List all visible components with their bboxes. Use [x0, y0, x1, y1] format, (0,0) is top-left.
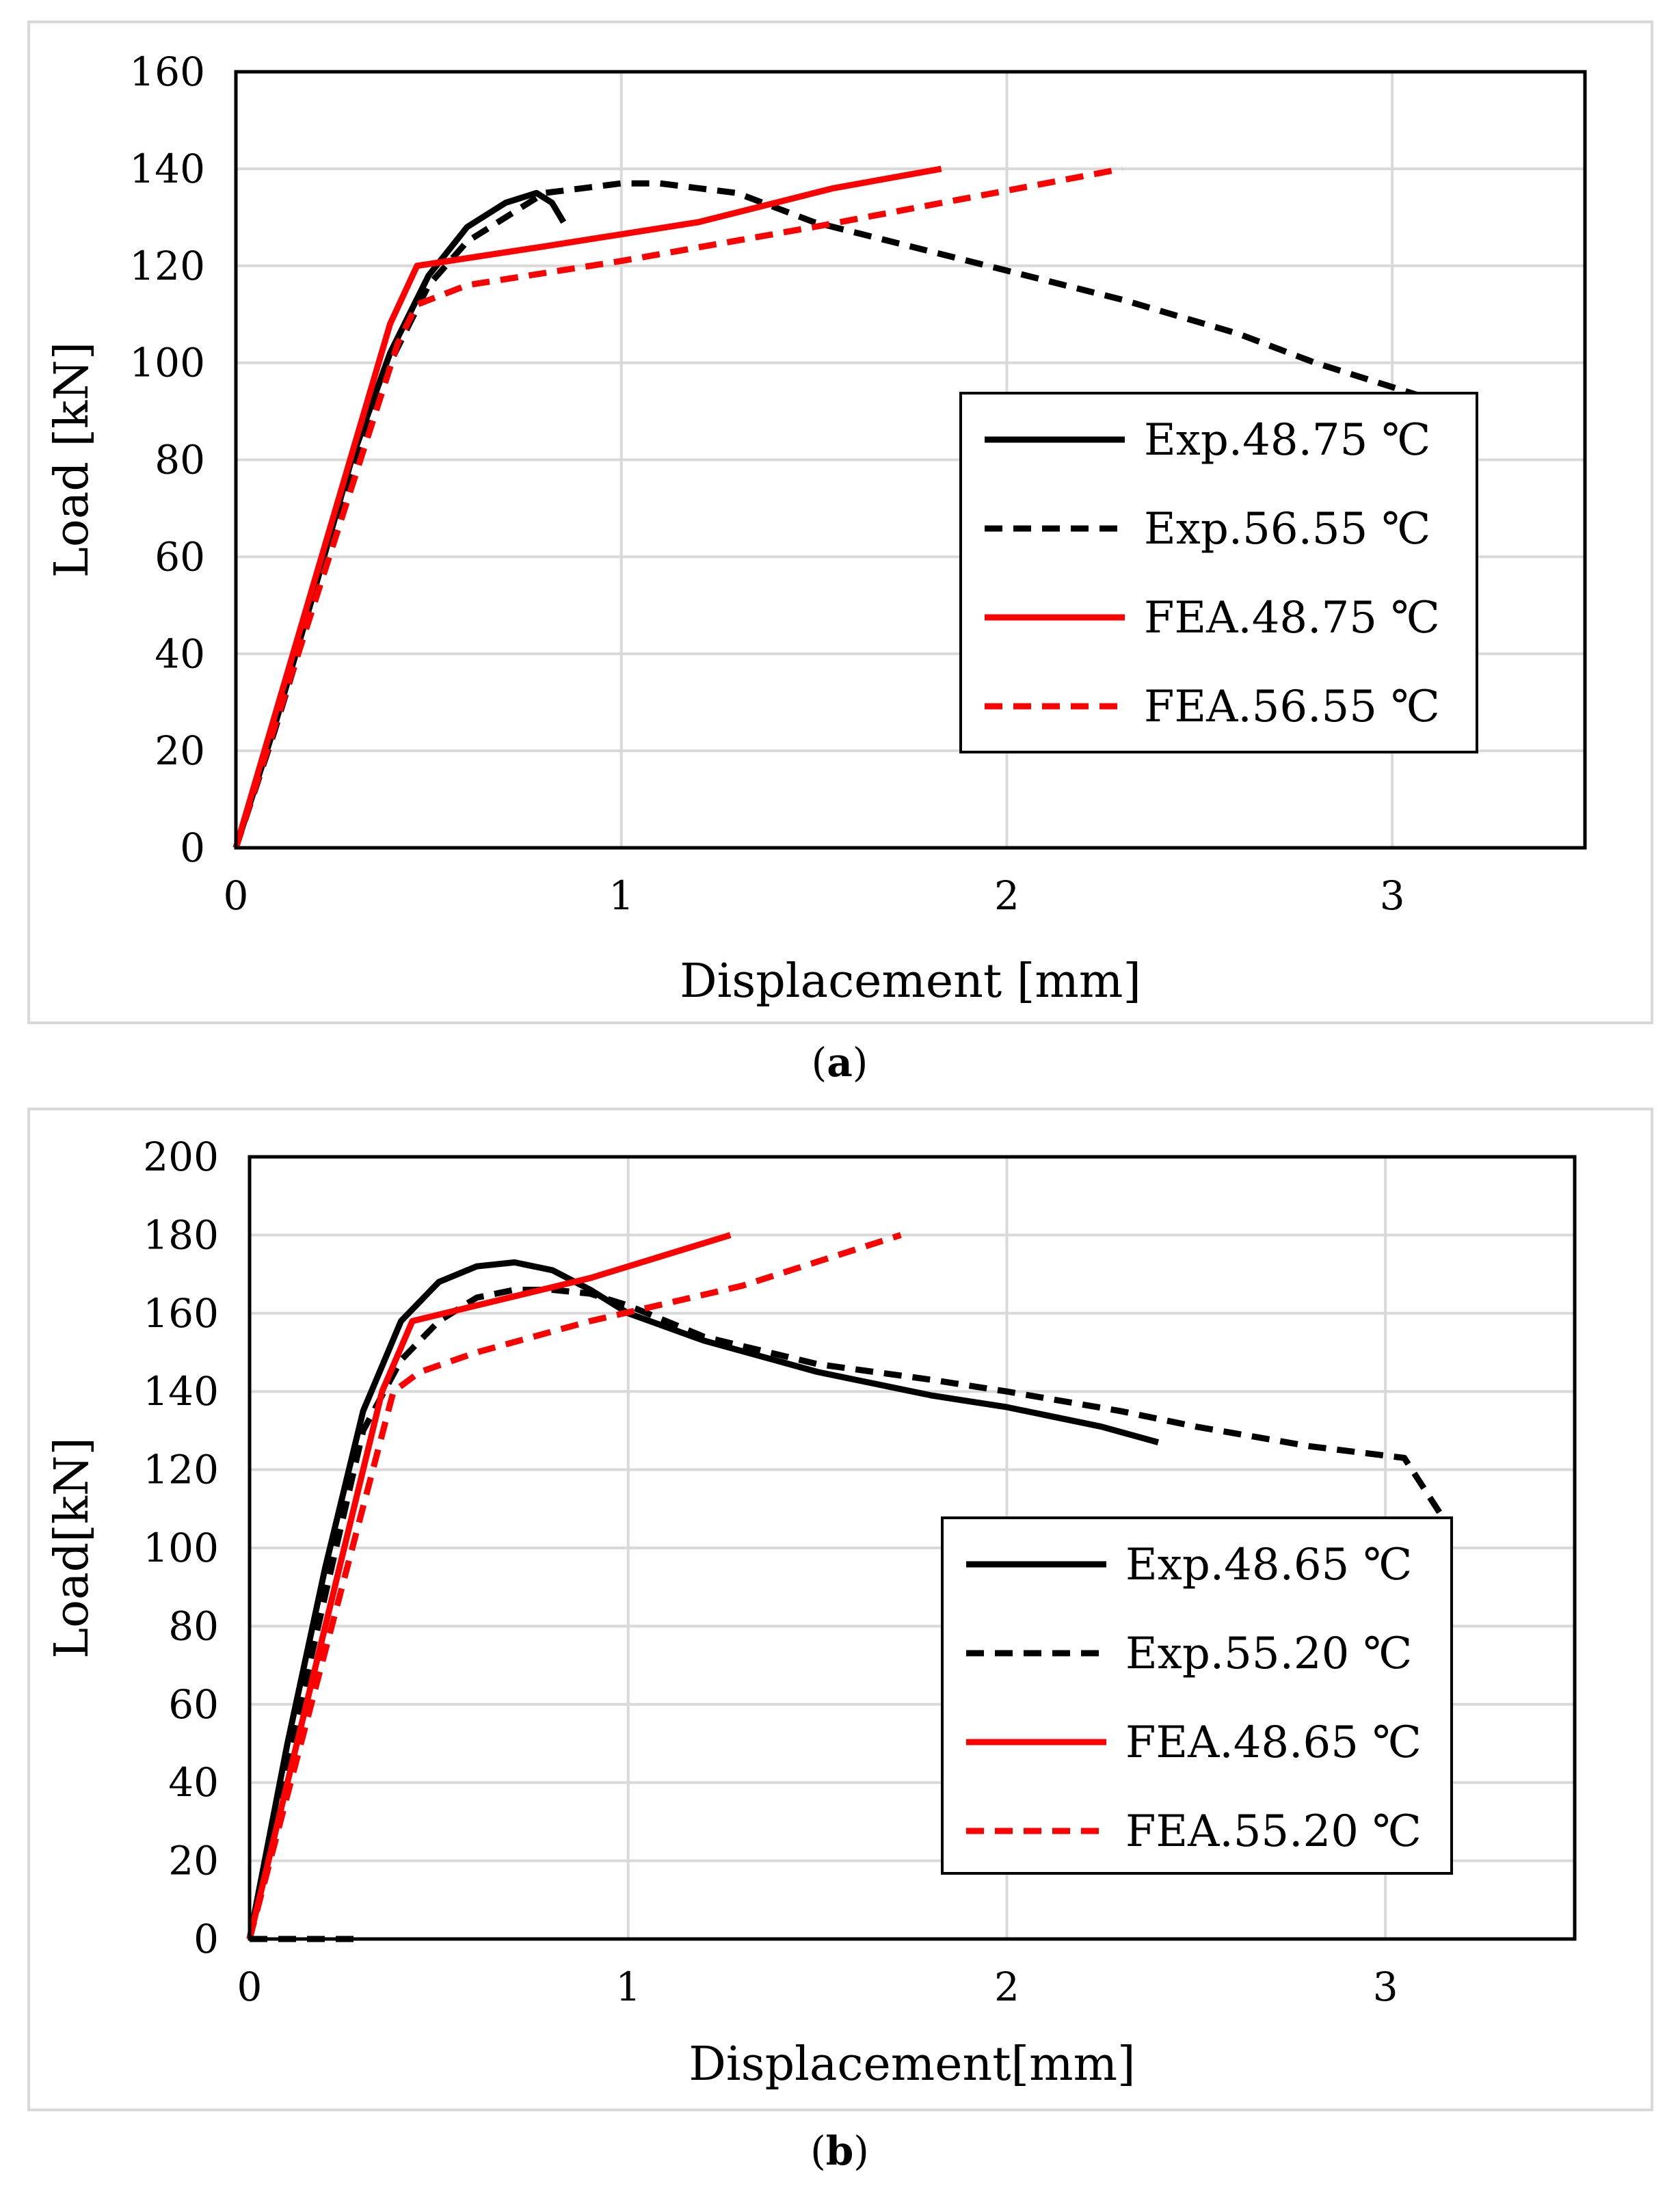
chart-a-ytick-label: 80 [155, 437, 205, 483]
chart-b-series-line-3 [246, 1232, 902, 1940]
chart-b-ytick-label: 160 [143, 1290, 219, 1337]
chart-a-legend-label-3: FEA.56.55 ℃ [1144, 682, 1440, 732]
chart-b-ylabel: Load[kN] [45, 1437, 99, 1659]
chart-b-xtick-label: 1 [615, 1964, 641, 2010]
chart-a-ytick-label: 160 [129, 49, 205, 95]
chart-b-ytick-label: 40 [168, 1759, 219, 1806]
chart-a-legend-label-2: FEA.48.75 ℃ [1144, 593, 1440, 643]
chart-a-ytick-label: 20 [155, 727, 205, 774]
panel-label-a: (a) [811, 1039, 868, 1086]
chart-b-ytick-label: 120 [143, 1447, 219, 1493]
chart-b-plot-border [248, 1155, 1577, 1941]
chart-a-ytick-label: 0 [180, 825, 205, 871]
chart-b-ytick-label: 180 [143, 1212, 219, 1258]
chart-a-ytick-label: 140 [129, 146, 205, 192]
chart-a-ytick-label: 40 [155, 630, 205, 677]
chart-b-series-line-0 [246, 1259, 1160, 1940]
chart-b-ytick-label: 100 [143, 1525, 219, 1571]
chart-a-ytick-label: 120 [129, 243, 205, 289]
chart-a-series-line-2 [232, 165, 942, 849]
chart-a-xtick-label: 1 [609, 872, 634, 919]
chart-b-series-line-2 [246, 1232, 732, 1940]
chart-b-legend-label-2: FEA.48.65 ℃ [1125, 1717, 1422, 1768]
chart-a-xtick-label: 3 [1380, 872, 1405, 919]
chart-a-ytick-label: 60 [155, 533, 205, 580]
chart-a-xlabel: Displacement [mm] [680, 954, 1141, 1008]
chart-a-legend-box [959, 392, 1478, 753]
chart-a-series-line-3 [232, 165, 1123, 849]
chart-a-xtick-label: 0 [224, 872, 249, 919]
chart-a-legend-label-1: Exp.56.55 ℃ [1144, 504, 1430, 554]
chart-a-ytick-label: 100 [129, 340, 205, 386]
chart-a-ylabel: Load [kN] [45, 342, 99, 578]
chart-b-legend-label-0: Exp.48.65 ℃ [1125, 1540, 1412, 1590]
chart-b-ytick-label: 140 [143, 1368, 219, 1415]
panel-label-b: (b) [810, 2128, 869, 2174]
chart-b-ytick-label: 0 [194, 1916, 219, 1962]
chart-b-xtick-label: 0 [237, 1964, 263, 2010]
chart-a-xtick-label: 2 [994, 872, 1019, 919]
chart-b-legend-label-1: Exp.55.20 ℃ [1125, 1629, 1412, 1679]
chart-b-ytick-label: 200 [143, 1134, 219, 1180]
chart-b-xtick-label: 2 [994, 1964, 1019, 2010]
chart-b-legend-label-3: FEA.55.20 ℃ [1125, 1806, 1422, 1857]
chart-b-ytick-label: 20 [168, 1838, 219, 1884]
chart-b-series-line-1 [246, 1287, 1445, 1940]
chart-b-xtick-label: 3 [1373, 1964, 1398, 2010]
chart-b-legend-box [941, 1516, 1453, 1875]
chart-a-plot-border [234, 70, 1587, 850]
chart-a-legend-label-0: Exp.48.75 ℃ [1144, 415, 1430, 466]
chart-b-xlabel: Displacement[mm] [689, 2037, 1135, 2091]
chart-b-ytick-label: 60 [168, 1681, 219, 1728]
chart-b-ytick-label: 80 [168, 1603, 219, 1649]
